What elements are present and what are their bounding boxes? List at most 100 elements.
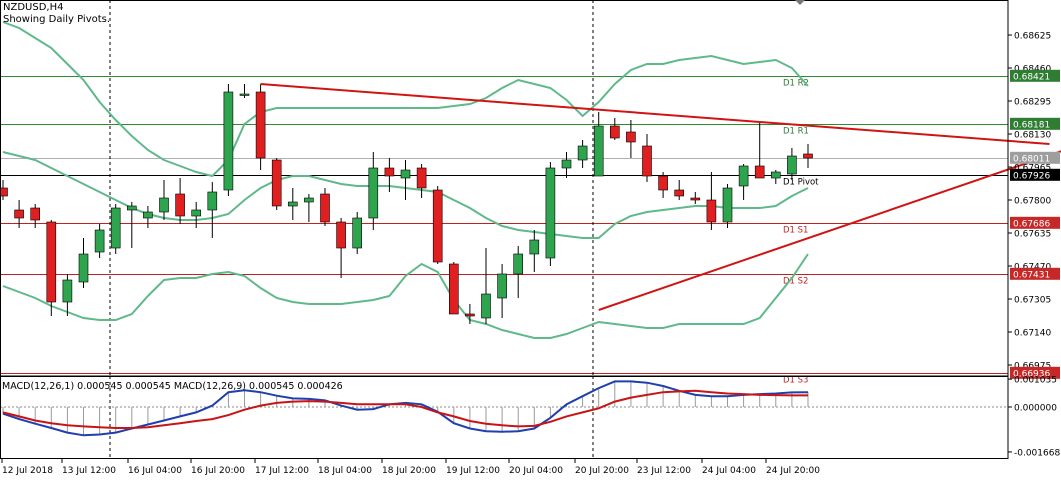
price-label-box [1010,117,1060,130]
bull-candle [529,239,540,255]
time-tick-label: 16 Jul 20:00 [191,466,245,476]
price-label: 0.67686 [1013,219,1050,229]
bear-candle [0,187,8,197]
bull-candle [62,279,73,303]
price-label: 0.67926 [1013,171,1050,181]
bull-candle [561,159,572,169]
time-tick-label: 24 Jul 20:00 [766,466,820,476]
bear-candle [642,145,652,177]
price-label-box [1010,69,1060,82]
trend-lines [260,83,1061,311]
bear-candle [690,197,701,201]
bull-candle [159,197,169,213]
macd-tick-label: 0.000000 [1014,403,1057,413]
price-tick-label: 0.66975 [1014,362,1051,372]
price-label: 0.68011 [1013,154,1050,164]
price-label-box [1010,366,1060,379]
price-tick-label: 0.67800 [1014,197,1051,207]
time-tick-label: 24 Jul 04:00 [702,466,756,476]
bear-candle [609,125,620,139]
time-tick-label: 20 Jul 04:00 [509,466,563,476]
bull-candle [110,207,121,249]
pivot-label: D1 S1 [783,226,808,236]
bull-candle [481,293,491,319]
bull-candle [223,91,234,191]
price-panel-frame [0,0,1009,377]
price-label: 0.68421 [1013,72,1050,82]
pivot-label: D1 Pivot [783,178,819,188]
price-tick-label: 0.68625 [1014,32,1051,42]
price-label: 0.67431 [1013,270,1050,280]
macd-tick-label: -0.001668 [1014,448,1060,458]
time-tick-label: 23 Jul 12:00 [637,466,691,476]
bull-candle [368,167,379,219]
price-tick-label: 0.67965 [1014,164,1051,174]
bear-candle [30,207,41,221]
bull-candle [207,191,218,211]
bear-candle [384,167,395,177]
time-tick-label: 20 Jul 20:00 [575,466,629,476]
bear-candle [175,193,185,217]
price-tick-label: 0.68130 [1014,131,1051,141]
bear-candle [271,159,282,207]
bear-candle [674,189,685,197]
subtitle: Showing Daily Pivots. [3,14,111,25]
bollinger-upper [2,21,809,178]
bull-candle [787,155,797,175]
bear-candle [255,91,266,159]
bear-candle [754,165,765,179]
time-tick-label: 13 Jul 12:00 [62,466,116,476]
bull-candle [513,253,524,275]
pivot-label: D1 R1 [783,127,809,137]
bull-candle [143,211,153,219]
bull-candle [545,167,556,259]
macd-title: MACD(12,26,1) 0.000545 0.000545 MACD(12,… [2,381,343,392]
period-separators [109,0,594,459]
price-label: 0.66936 [1013,369,1050,379]
bear-candle [336,221,346,249]
price-tick-label: 0.68295 [1014,98,1051,108]
bull-candle [593,125,604,177]
pivot-label: D1 R2 [783,79,809,89]
time-tick-label: 17 Jul 12:00 [255,466,309,476]
bull-candle [78,253,89,283]
bear-candle [46,221,57,303]
bear-candle [432,189,443,263]
bear-candle [416,167,427,189]
time-tick-label: 18 Jul 04:00 [318,466,372,476]
time-tick-label: 16 Jul 04:00 [128,466,182,476]
bear-candle [706,199,717,223]
pivot-lines: D1 R2 D1 R1 D1 Pivot D1 S1 D1 S2 D1 S3 [0,76,1008,386]
bull-candle [400,169,411,179]
bear-candle [803,153,813,159]
bear-candle [465,313,475,317]
price-tick-label: 0.67305 [1014,296,1051,306]
bollinger-lower [2,253,809,339]
trend-line [260,83,1050,145]
bull-candle [239,93,250,96]
price-label-box [1010,216,1060,229]
macd-panel-frame [0,376,1009,459]
bear-candle [658,175,668,191]
bull-candle [497,273,507,299]
time-tick-label: 19 Jul 12:00 [446,466,500,476]
trend-line [598,150,1061,311]
scroll-marker-icon [795,0,805,5]
bull-candle [191,209,201,217]
price-label-box [1010,267,1060,280]
bull-candle [722,187,733,223]
macd-signal-line [2,389,808,429]
bull-candle [287,201,298,207]
bear-candle [320,193,330,223]
price-label-box [1010,151,1060,164]
macd-panel [0,380,1008,437]
time-tick-label: 18 Jul 20:00 [382,466,436,476]
symbol-title: NZDUSD,H4 [3,2,64,13]
time-tick-label: 12 Jul 2018 [2,466,53,476]
pivot-label: D1 S2 [783,277,808,287]
macd-tick-label: 0.001035 [1014,376,1057,386]
bull-candle [304,197,314,203]
